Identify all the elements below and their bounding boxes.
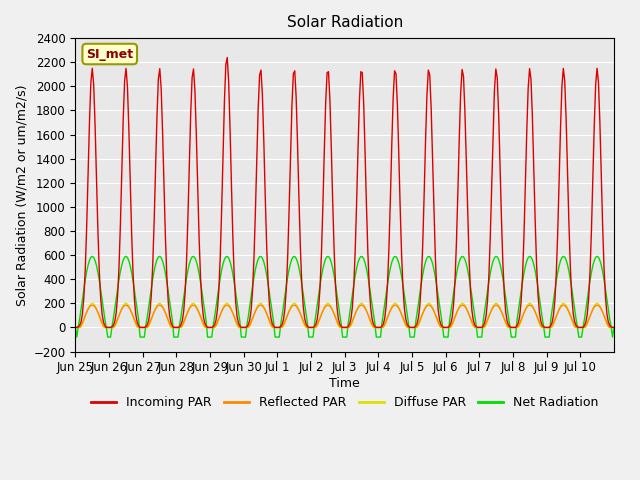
Reflected PAR xyxy=(72,324,79,330)
Diffuse PAR xyxy=(350,315,358,321)
Incoming PAR xyxy=(610,324,618,330)
Incoming PAR xyxy=(107,324,115,330)
Line: Net Radiation: Net Radiation xyxy=(76,256,614,337)
Y-axis label: Solar Radiation (W/m2 or um/m2/s): Solar Radiation (W/m2 or um/m2/s) xyxy=(15,84,28,306)
X-axis label: Time: Time xyxy=(330,377,360,390)
Net Radiation xyxy=(88,253,96,259)
Reflected PAR xyxy=(610,324,618,330)
Text: SI_met: SI_met xyxy=(86,48,133,60)
Reflected PAR xyxy=(88,302,96,308)
Incoming PAR xyxy=(607,324,615,330)
Incoming PAR xyxy=(457,90,465,96)
Net Radiation xyxy=(351,273,359,279)
Reflected PAR xyxy=(607,324,615,330)
Incoming PAR xyxy=(537,318,545,324)
Diffuse PAR xyxy=(457,301,465,307)
Net Radiation xyxy=(109,315,117,321)
Legend: Incoming PAR, Reflected PAR, Diffuse PAR, Net Radiation: Incoming PAR, Reflected PAR, Diffuse PAR… xyxy=(86,391,604,414)
Diffuse PAR xyxy=(607,324,615,330)
Line: Reflected PAR: Reflected PAR xyxy=(76,305,614,327)
Reflected PAR xyxy=(457,303,465,309)
Net Radiation xyxy=(458,253,466,259)
Line: Incoming PAR: Incoming PAR xyxy=(76,58,614,327)
Net Radiation xyxy=(72,324,79,330)
Net Radiation xyxy=(538,315,546,321)
Reflected PAR xyxy=(350,314,358,320)
Title: Solar Radiation: Solar Radiation xyxy=(287,15,403,30)
Diffuse PAR xyxy=(72,324,79,330)
Net Radiation xyxy=(609,334,616,340)
Reflected PAR xyxy=(92,304,99,310)
Incoming PAR xyxy=(350,282,358,288)
Net Radiation xyxy=(93,263,100,268)
Reflected PAR xyxy=(537,323,545,328)
Diffuse PAR xyxy=(537,324,545,330)
Reflected PAR xyxy=(108,324,116,330)
Net Radiation xyxy=(610,324,618,330)
Incoming PAR xyxy=(90,82,97,87)
Diffuse PAR xyxy=(108,324,116,330)
Incoming PAR xyxy=(223,55,231,60)
Diffuse PAR xyxy=(88,300,96,306)
Line: Diffuse PAR: Diffuse PAR xyxy=(76,303,614,327)
Incoming PAR xyxy=(72,324,79,330)
Net Radiation xyxy=(73,334,81,340)
Diffuse PAR xyxy=(610,324,618,330)
Diffuse PAR xyxy=(92,303,99,309)
